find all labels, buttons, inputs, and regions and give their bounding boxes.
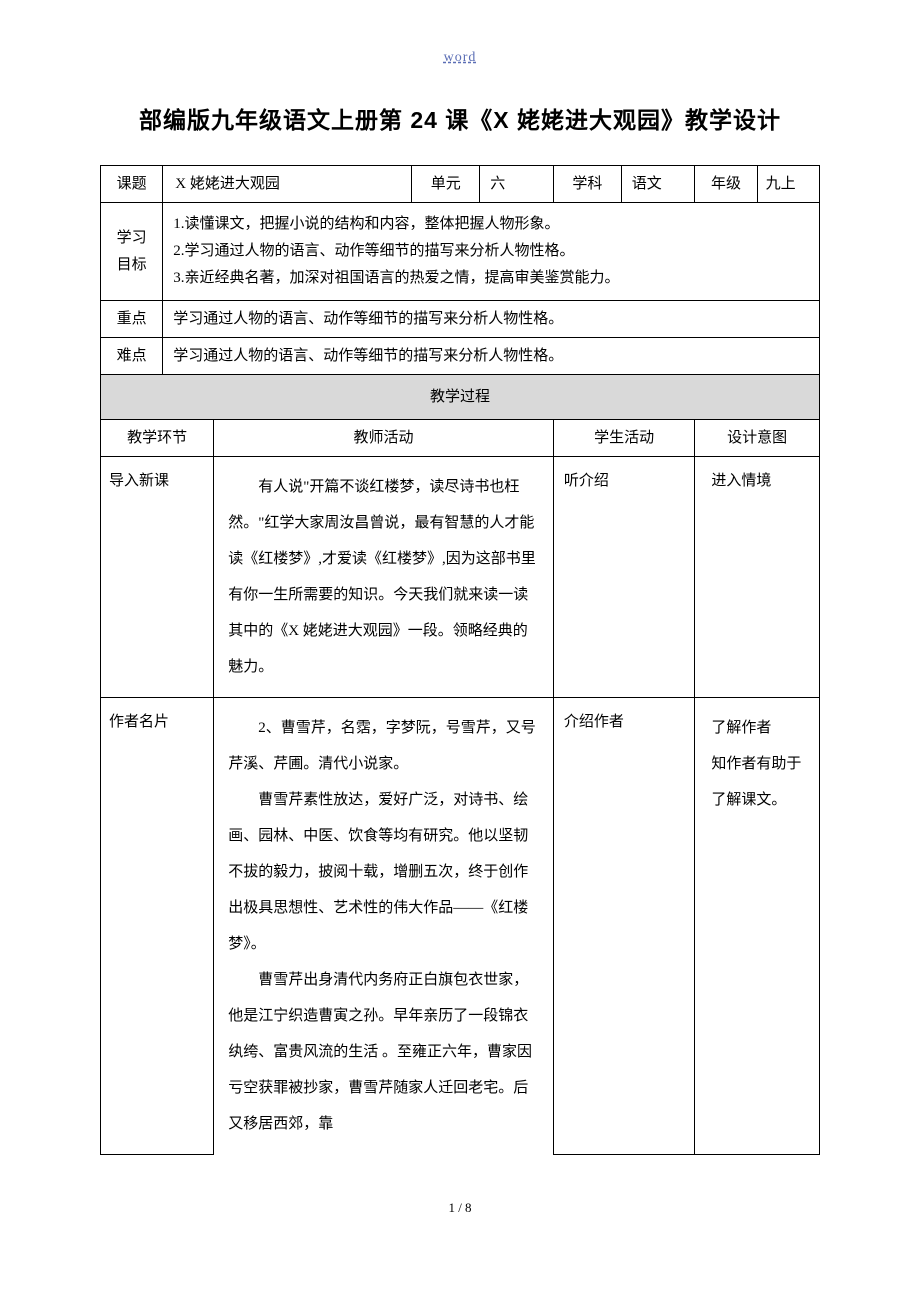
teacher-author-p1: 2、曹雪芹，名霑，字梦阮，号雪芹，又号芹溪、芹圃。清代小说家。 (228, 710, 539, 782)
topic-value: X 姥姥进大观园 (163, 166, 412, 203)
phase-intro: 导入新课 (101, 457, 214, 698)
process-header-row: 教学过程 (101, 375, 820, 420)
label-subject: 学科 (553, 166, 621, 203)
label-unit: 单元 (412, 166, 480, 203)
objective-2: 2.学习通过人物的语言、动作等细节的描写来分析人物性格。 (173, 238, 809, 265)
objectives-value: 1.读懂课文，把握小说的结构和内容，整体把握人物形象。 2.学习通过人物的语言、… (163, 203, 820, 301)
label-objectives: 学习目标 (101, 203, 163, 301)
col-student: 学生活动 (553, 420, 695, 457)
page-title: 部编版九年级语文上册第 24 课《X 姥姥进大观园》教学设计 (100, 101, 820, 135)
objective-3: 3.亲近经典名著，加深对祖国语言的热爱之情，提高审美鉴赏能力。 (173, 265, 809, 292)
subject-value: 语文 (621, 166, 695, 203)
focus-value: 学习通过人物的语言、动作等细节的描写来分析人物性格。 (163, 301, 820, 338)
objectives-row: 学习目标 1.读懂课文，把握小说的结构和内容，整体把握人物形象。 2.学习通过人… (101, 203, 820, 301)
header-watermark: word (100, 50, 820, 66)
label-focus: 重点 (101, 301, 163, 338)
teacher-intro-p1: 有人说"开篇不谈红楼梦，读尽诗书也枉然。"红学大家周汝昌曾说，最有智慧的人才能读… (228, 469, 539, 685)
process-row-author: 作者名片 2、曹雪芹，名霑，字梦阮，号雪芹，又号芹溪、芹圃。清代小说家。 曹雪芹… (101, 698, 820, 1155)
info-row-1: 课题 X 姥姥进大观园 单元 六 学科 语文 年级 九上 (101, 166, 820, 203)
objective-1: 1.读懂课文，把握小说的结构和内容，整体把握人物形象。 (173, 211, 809, 238)
col-phase: 教学环节 (101, 420, 214, 457)
label-difficulty: 难点 (101, 338, 163, 375)
focus-row: 重点 学习通过人物的语言、动作等细节的描写来分析人物性格。 (101, 301, 820, 338)
lesson-plan-table: 课题 X 姥姥进大观园 单元 六 学科 语文 年级 九上 学习目标 1.读懂课文… (100, 165, 820, 1155)
teacher-author-p2: 曹雪芹素性放达，爱好广泛，对诗书、绘画、园林、中医、饮食等均有研究。他以坚韧不拔… (228, 782, 539, 962)
page-number: 1 / 8 (100, 1200, 820, 1216)
teacher-author: 2、曹雪芹，名霑，字梦阮，号雪芹，又号芹溪、芹圃。清代小说家。 曹雪芹素性放达，… (214, 698, 554, 1155)
process-columns-row: 教学环节 教师活动 学生活动 设计意图 (101, 420, 820, 457)
phase-author: 作者名片 (101, 698, 214, 1155)
teacher-author-p3: 曹雪芹出身清代内务府正白旗包衣世家，他是江宁织造曹寅之孙。早年亲历了一段锦衣纨绔… (228, 962, 539, 1142)
difficulty-row: 难点 学习通过人物的语言、动作等细节的描写来分析人物性格。 (101, 338, 820, 375)
intent-intro: 进入情境 (695, 457, 820, 698)
col-teacher: 教师活动 (214, 420, 554, 457)
teacher-intro: 有人说"开篇不谈红楼梦，读尽诗书也枉然。"红学大家周汝昌曾说，最有智慧的人才能读… (214, 457, 554, 698)
col-intent: 设计意图 (695, 420, 820, 457)
intent-author-l1: 了解作者 (711, 710, 809, 746)
intent-author: 了解作者 知作者有助于了解课文。 (695, 698, 820, 1155)
process-row-intro: 导入新课 有人说"开篇不谈红楼梦，读尽诗书也枉然。"红学大家周汝昌曾说，最有智慧… (101, 457, 820, 698)
process-header: 教学过程 (101, 375, 820, 420)
student-intro: 听介绍 (553, 457, 695, 698)
grade-value: 九上 (757, 166, 819, 203)
difficulty-value: 学习通过人物的语言、动作等细节的描写来分析人物性格。 (163, 338, 820, 375)
label-grade: 年级 (695, 166, 757, 203)
unit-value: 六 (480, 166, 554, 203)
label-topic: 课题 (101, 166, 163, 203)
intent-author-l2: 知作者有助于了解课文。 (711, 746, 809, 818)
student-author: 介绍作者 (553, 698, 695, 1155)
